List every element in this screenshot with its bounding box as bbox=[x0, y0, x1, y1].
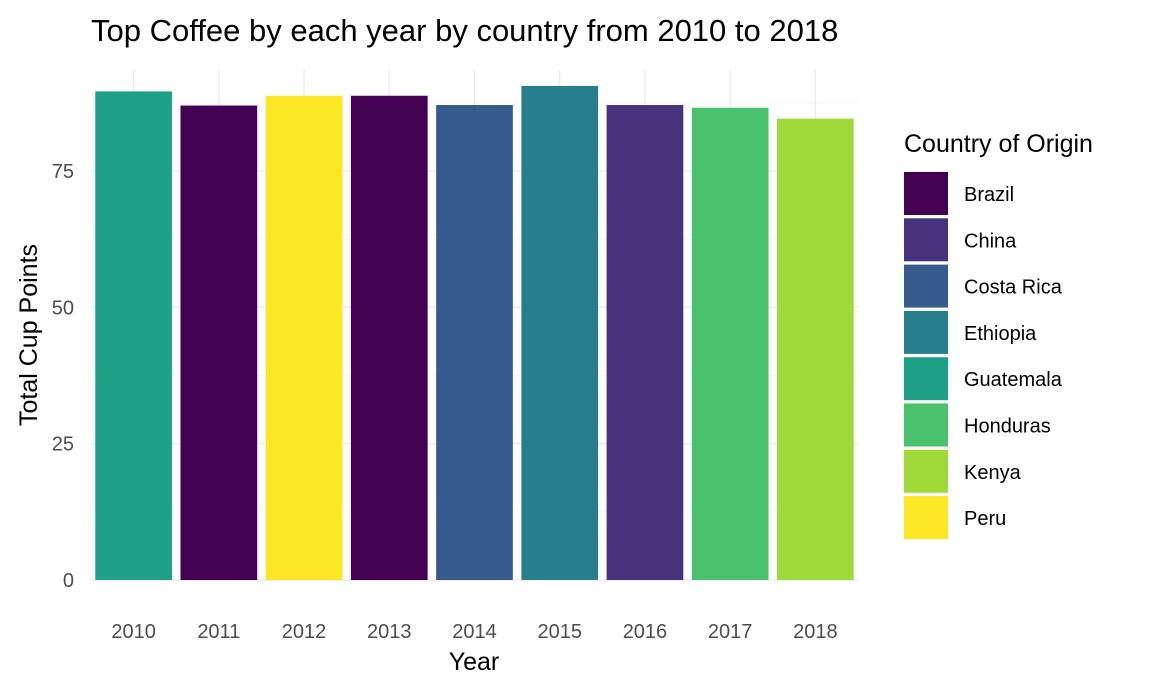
y-axis-ticks: 0 25 50 75 bbox=[52, 161, 74, 592]
legend: Country of Origin Brazil China Costa Rica E… bbox=[904, 130, 1093, 540]
legend-title: Country of Origin bbox=[904, 130, 1093, 158]
legend-item: Brazil bbox=[904, 172, 1014, 215]
legend-swatch bbox=[904, 496, 948, 540]
bar-2015 bbox=[521, 85, 599, 580]
bar-2016 bbox=[606, 105, 684, 581]
x-tick-label: 2011 bbox=[197, 621, 240, 643]
bars bbox=[95, 85, 854, 581]
bar-2012 bbox=[265, 95, 343, 580]
bar-2010 bbox=[95, 91, 172, 580]
legend-label: Honduras bbox=[964, 416, 1051, 438]
legend-swatch bbox=[904, 218, 948, 262]
bar-2013 bbox=[350, 95, 428, 580]
legend-item: Ethiopia bbox=[904, 310, 1037, 354]
legend-label: Brazil bbox=[964, 184, 1014, 206]
x-tick-label: 2013 bbox=[367, 621, 412, 643]
legend-item: Costa Rica bbox=[904, 264, 1063, 308]
legend-items: Brazil China Costa Rica Ethiopia Guatemala Ho… bbox=[904, 172, 1063, 540]
legend-label: Guatemala bbox=[964, 369, 1063, 391]
x-tick-label: 2017 bbox=[708, 621, 753, 643]
y-axis-title: Total Cup Points bbox=[15, 244, 43, 426]
legend-item: Guatemala bbox=[904, 357, 1063, 401]
x-axis-title: Year bbox=[449, 648, 500, 676]
bar-2018 bbox=[777, 118, 854, 580]
legend-item: Peru bbox=[904, 496, 1006, 540]
legend-swatch bbox=[904, 449, 948, 493]
legend-label: Costa Rica bbox=[964, 277, 1063, 299]
bar-2014 bbox=[436, 105, 513, 581]
legend-label: Ethiopia bbox=[964, 323, 1037, 345]
y-tick-label: 50 bbox=[52, 297, 74, 319]
legend-label: Peru bbox=[964, 508, 1006, 530]
legend-label: Kenya bbox=[964, 462, 1022, 484]
legend-swatch bbox=[904, 403, 948, 447]
x-tick-label: 2015 bbox=[537, 621, 582, 643]
x-axis-ticks: 2010 2011 2012 2013 2014 2015 2016 2017 2018 bbox=[111, 621, 837, 643]
y-tick-label: 75 bbox=[52, 161, 74, 183]
y-tick-label: 0 bbox=[63, 570, 74, 592]
legend-item: Honduras bbox=[904, 403, 1051, 447]
legend-label: China bbox=[964, 230, 1017, 252]
x-tick-label: 2016 bbox=[623, 621, 668, 643]
legend-item: China bbox=[904, 218, 1017, 262]
y-tick-label: 25 bbox=[52, 434, 74, 456]
legend-swatch bbox=[904, 172, 948, 215]
x-tick-label: 2012 bbox=[282, 621, 327, 643]
x-tick-label: 2010 bbox=[111, 621, 156, 643]
x-tick-label: 2018 bbox=[793, 621, 838, 643]
legend-swatch bbox=[904, 264, 948, 308]
legend-swatch bbox=[904, 357, 948, 401]
legend-item: Kenya bbox=[904, 449, 1022, 493]
bar-2017 bbox=[691, 107, 769, 580]
x-tick-label: 2014 bbox=[452, 621, 497, 643]
bar-2011 bbox=[180, 105, 258, 580]
legend-swatch bbox=[904, 310, 948, 354]
chart-title: Top Coffee by each year by country from … bbox=[91, 13, 838, 48]
